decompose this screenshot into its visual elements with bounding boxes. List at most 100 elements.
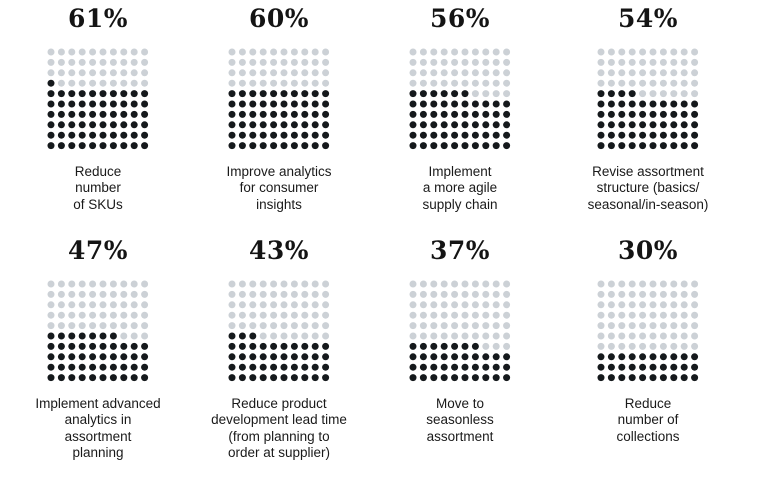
empty-dot bbox=[141, 280, 149, 288]
filled-dot bbox=[660, 100, 668, 108]
empty-dot bbox=[228, 290, 236, 298]
empty-dot bbox=[492, 90, 500, 98]
filled-dot bbox=[420, 121, 428, 129]
empty-dot bbox=[440, 48, 448, 56]
empty-dot bbox=[120, 311, 128, 319]
filled-dot bbox=[239, 110, 247, 118]
empty-dot bbox=[99, 322, 107, 330]
empty-dot bbox=[291, 322, 299, 330]
empty-dot bbox=[618, 280, 626, 288]
empty-dot bbox=[639, 342, 647, 350]
empty-dot bbox=[409, 69, 417, 77]
empty-dot bbox=[649, 290, 657, 298]
empty-dot bbox=[120, 69, 128, 77]
empty-dot bbox=[78, 58, 86, 66]
empty-dot bbox=[482, 311, 490, 319]
empty-dot bbox=[430, 48, 438, 56]
empty-dot bbox=[680, 69, 688, 77]
empty-dot bbox=[291, 290, 299, 298]
percent-label: 60% bbox=[248, 4, 310, 33]
filled-dot bbox=[430, 342, 438, 350]
empty-dot bbox=[420, 79, 428, 87]
empty-dot bbox=[291, 280, 299, 288]
filled-dot bbox=[141, 131, 149, 139]
empty-dot bbox=[680, 58, 688, 66]
filled-dot bbox=[291, 374, 299, 382]
empty-dot bbox=[311, 301, 319, 309]
filled-dot bbox=[503, 353, 511, 361]
filled-dot bbox=[141, 353, 149, 361]
empty-dot bbox=[649, 342, 657, 350]
filled-dot bbox=[89, 131, 97, 139]
filled-dot bbox=[141, 142, 149, 150]
empty-dot bbox=[691, 301, 699, 309]
filled-dot bbox=[291, 100, 299, 108]
empty-dot bbox=[660, 311, 668, 319]
filled-dot bbox=[301, 121, 309, 129]
item-label: Improve analytics for consumer insights bbox=[226, 163, 332, 212]
empty-dot bbox=[461, 69, 469, 77]
filled-dot bbox=[270, 121, 278, 129]
filled-dot bbox=[420, 353, 428, 361]
percent-label: 37% bbox=[429, 236, 491, 265]
empty-dot bbox=[608, 58, 616, 66]
filled-dot bbox=[322, 100, 330, 108]
filled-dot bbox=[47, 131, 55, 139]
filled-dot bbox=[47, 142, 55, 150]
empty-dot bbox=[503, 342, 511, 350]
filled-dot bbox=[301, 90, 309, 98]
filled-dot bbox=[228, 142, 236, 150]
filled-dot bbox=[451, 142, 459, 150]
empty-dot bbox=[451, 280, 459, 288]
empty-dot bbox=[89, 290, 97, 298]
filled-dot bbox=[110, 342, 118, 350]
filled-dot bbox=[461, 353, 469, 361]
filled-dot bbox=[680, 131, 688, 139]
empty-dot bbox=[608, 48, 616, 56]
filled-dot bbox=[660, 363, 668, 371]
filled-dot bbox=[680, 100, 688, 108]
filled-dot bbox=[141, 100, 149, 108]
filled-dot bbox=[311, 353, 319, 361]
empty-dot bbox=[440, 311, 448, 319]
filled-dot bbox=[58, 332, 66, 340]
filled-dot bbox=[608, 353, 616, 361]
empty-dot bbox=[239, 322, 247, 330]
empty-dot bbox=[440, 280, 448, 288]
filled-dot bbox=[311, 90, 319, 98]
empty-dot bbox=[628, 58, 636, 66]
empty-dot bbox=[58, 322, 66, 330]
empty-dot bbox=[322, 322, 330, 330]
empty-dot bbox=[291, 332, 299, 340]
filled-dot bbox=[628, 100, 636, 108]
empty-dot bbox=[249, 322, 257, 330]
filled-dot bbox=[440, 121, 448, 129]
filled-dot bbox=[503, 100, 511, 108]
empty-dot bbox=[270, 290, 278, 298]
empty-dot bbox=[628, 290, 636, 298]
filled-dot bbox=[141, 374, 149, 382]
empty-dot bbox=[141, 311, 149, 319]
filled-dot bbox=[47, 363, 55, 371]
empty-dot bbox=[120, 301, 128, 309]
filled-dot bbox=[291, 342, 299, 350]
empty-dot bbox=[280, 48, 288, 56]
empty-dot bbox=[409, 48, 417, 56]
filled-dot bbox=[451, 342, 459, 350]
filled-dot bbox=[78, 353, 86, 361]
empty-dot bbox=[58, 280, 66, 288]
filled-dot bbox=[239, 90, 247, 98]
filled-dot bbox=[420, 142, 428, 150]
filled-dot bbox=[311, 121, 319, 129]
empty-dot bbox=[280, 280, 288, 288]
filled-dot bbox=[451, 131, 459, 139]
filled-dot bbox=[660, 110, 668, 118]
empty-dot bbox=[680, 48, 688, 56]
empty-dot bbox=[89, 58, 97, 66]
filled-dot bbox=[58, 121, 66, 129]
filled-dot bbox=[461, 363, 469, 371]
empty-dot bbox=[660, 280, 668, 288]
empty-dot bbox=[301, 48, 309, 56]
empty-dot bbox=[680, 79, 688, 87]
filled-dot bbox=[492, 353, 500, 361]
